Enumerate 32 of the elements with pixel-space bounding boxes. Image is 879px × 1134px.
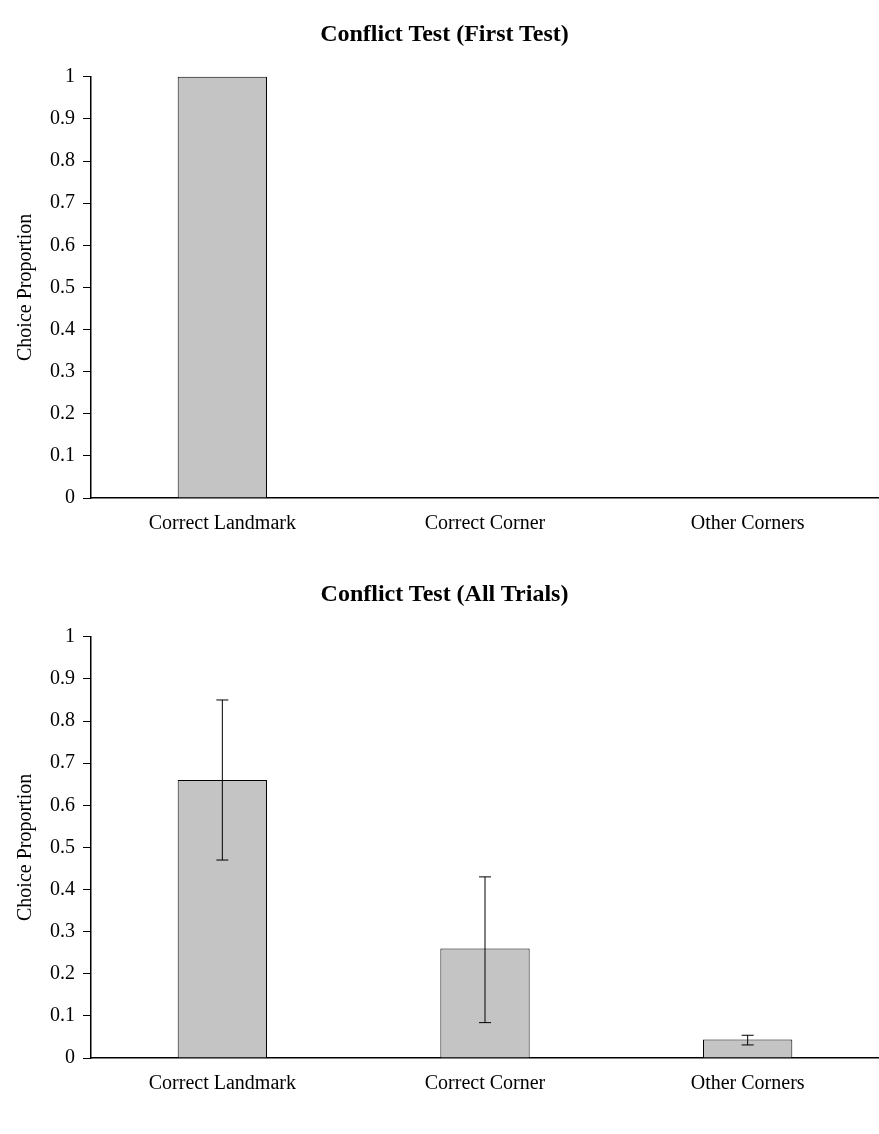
y-tick-label: 0.5 bbox=[50, 834, 75, 857]
y-tick-label: 1 bbox=[65, 624, 75, 647]
x-tick-label: Other Corners bbox=[690, 511, 805, 534]
y-tick-label: 0.4 bbox=[50, 876, 75, 899]
y-tick-label: 0.3 bbox=[50, 358, 75, 381]
y-tick-label: 0.8 bbox=[50, 708, 75, 731]
y-tick-label: 0.2 bbox=[50, 401, 75, 424]
y-tick-label: 0 bbox=[65, 1045, 75, 1068]
y-tick-label: 0.7 bbox=[50, 190, 75, 213]
y-axis-title: Choice Proportion bbox=[13, 213, 37, 362]
y-tick-label: 0.1 bbox=[50, 1003, 75, 1026]
x-tick-label: Other Corners bbox=[690, 1071, 805, 1094]
y-axis-title: Choice Proportion bbox=[13, 773, 37, 922]
y-tick-label: 0.1 bbox=[50, 443, 75, 466]
chart-title: Conflict Test (All Trials) bbox=[320, 579, 569, 606]
x-tick-label: Correct Landmark bbox=[148, 1071, 296, 1094]
y-tick-label: 0.9 bbox=[50, 106, 75, 129]
y-tick-label: 0.5 bbox=[50, 274, 75, 297]
y-tick-label: 0.6 bbox=[50, 232, 75, 255]
x-tick-label: Correct Corner bbox=[424, 1071, 546, 1094]
y-tick-label: 0 bbox=[65, 485, 75, 508]
y-tick-label: 0.3 bbox=[50, 918, 75, 941]
y-tick-label: 0.6 bbox=[50, 792, 75, 815]
y-tick-label: 0.8 bbox=[50, 148, 75, 171]
y-tick-label: 0.4 bbox=[50, 316, 75, 339]
x-tick-label: Correct Corner bbox=[424, 511, 546, 534]
y-tick-label: 0.2 bbox=[50, 961, 75, 984]
y-tick-label: 0.9 bbox=[50, 666, 75, 689]
chart-title: Conflict Test (First Test) bbox=[320, 19, 569, 46]
x-tick-label: Correct Landmark bbox=[148, 511, 296, 534]
y-tick-label: 1 bbox=[65, 64, 75, 87]
y-tick-label: 0.7 bbox=[50, 750, 75, 773]
